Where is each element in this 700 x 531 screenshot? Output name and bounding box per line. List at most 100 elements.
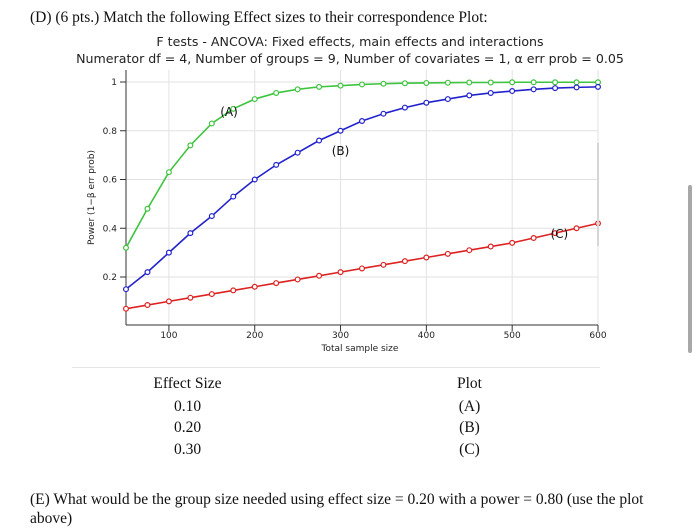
data-point: [122, 305, 129, 312]
x-tick-label: 500: [504, 331, 521, 341]
data-point: [273, 89, 280, 96]
series-label: (B): [332, 144, 350, 158]
plot-column: Plot (A) (B) (C): [447, 373, 492, 460]
data-point: [444, 250, 451, 257]
data-point: [530, 86, 537, 93]
data-point: [380, 110, 387, 117]
data-point: [401, 80, 408, 87]
plot-header: Plot: [457, 375, 482, 392]
data-point: [423, 79, 430, 86]
data-point: [337, 269, 344, 276]
data-point: [552, 79, 559, 86]
y-tick-label: 0.4: [103, 224, 118, 234]
data-point: [337, 127, 344, 134]
x-axis-label: Total sample size: [321, 344, 399, 354]
data-point: [573, 79, 580, 86]
data-point: [230, 287, 237, 294]
chart-frame-edge: [597, 143, 599, 246]
y-tick-label: 0.6: [103, 176, 118, 186]
effect-size-value: 0.30: [173, 440, 202, 458]
effect-size-header: Effect Size: [153, 375, 222, 392]
data-point: [316, 272, 323, 279]
data-point: [251, 96, 258, 103]
data-point: [230, 193, 237, 200]
data-point: [530, 79, 537, 86]
data-point: [165, 249, 172, 256]
data-point: [294, 86, 301, 93]
data-point: [337, 82, 344, 89]
chart-subtitle: Numerator df = 4, Number of groups = 9, …: [76, 51, 624, 66]
data-point: [208, 213, 215, 220]
data-point: [401, 104, 408, 111]
data-point: [380, 261, 387, 268]
data-point: [251, 176, 258, 183]
data-point: [165, 298, 172, 305]
data-point: [273, 280, 280, 287]
data-point: [251, 283, 258, 290]
data-point: [359, 265, 366, 272]
data-point: [294, 149, 301, 156]
data-point: [487, 89, 494, 96]
plot-label: (B): [459, 419, 480, 436]
data-point: [552, 230, 559, 237]
plot-label: (A): [458, 397, 481, 415]
question-e-text: (E) What would be the group size needed …: [30, 491, 644, 528]
scrollbar[interactable]: [688, 185, 692, 353]
data-point: [444, 79, 451, 86]
data-point: [401, 258, 408, 265]
data-point: [187, 142, 194, 149]
data-point: [294, 276, 301, 283]
data-point: [122, 286, 129, 293]
x-tick-label: 600: [589, 331, 606, 341]
y-tick-label: 0.2: [103, 273, 117, 283]
x-tick-label: 300: [332, 331, 349, 341]
y-axis-label: Power (1−β err prob): [87, 150, 97, 245]
data-point: [359, 117, 366, 124]
data-point: [530, 235, 537, 242]
data-point: [487, 79, 494, 86]
data-point: [509, 239, 516, 246]
effect-size-column: Effect Size 0.10 0.20 0.30: [150, 373, 225, 460]
power-chart: 0.2 0.4 0.6 0.8 1 100 200 300 400 500 600 Total sam…: [87, 70, 607, 354]
data-point: [208, 291, 215, 298]
y-tick-label: 1: [111, 78, 117, 88]
data-point: [208, 120, 215, 127]
data-point: [187, 294, 194, 301]
question-d-text: (D) (6 pts.) Match the following Effect …: [30, 9, 488, 26]
data-point: [380, 80, 387, 87]
data-point: [144, 205, 151, 212]
effect-size-value: 0.10: [173, 397, 202, 415]
data-point: [573, 84, 580, 91]
data-point: [466, 92, 473, 99]
data-point: [509, 79, 516, 86]
data-point: [552, 85, 559, 92]
series-label: (C): [551, 227, 569, 241]
data-point: [573, 225, 580, 232]
data-point: [359, 81, 366, 88]
data-point: [273, 161, 280, 168]
data-point: [316, 137, 323, 144]
chart-title: F tests - ANCOVA: Fixed effects, main ef…: [156, 34, 544, 49]
plot-label: (C): [459, 440, 480, 458]
data-point: [509, 88, 516, 95]
x-tick-label: 100: [160, 331, 177, 341]
data-point: [187, 230, 194, 237]
series-label: (A): [220, 105, 238, 119]
x-tick-label: 200: [246, 331, 263, 341]
divider: [72, 367, 600, 368]
data-point: [594, 83, 601, 90]
effect-size-value: 0.20: [173, 419, 202, 436]
data-point: [466, 79, 473, 86]
data-point: [423, 99, 430, 106]
data-point: [122, 244, 129, 251]
plot-area: [126, 70, 598, 325]
data-point: [165, 169, 172, 176]
data-point: [230, 105, 237, 112]
data-point: [144, 302, 151, 309]
x-tick-label: 400: [418, 331, 435, 341]
data-point: [144, 269, 151, 276]
data-point: [487, 243, 494, 250]
data-point: [444, 96, 451, 103]
data-point: [423, 254, 430, 261]
data-point: [466, 247, 473, 254]
